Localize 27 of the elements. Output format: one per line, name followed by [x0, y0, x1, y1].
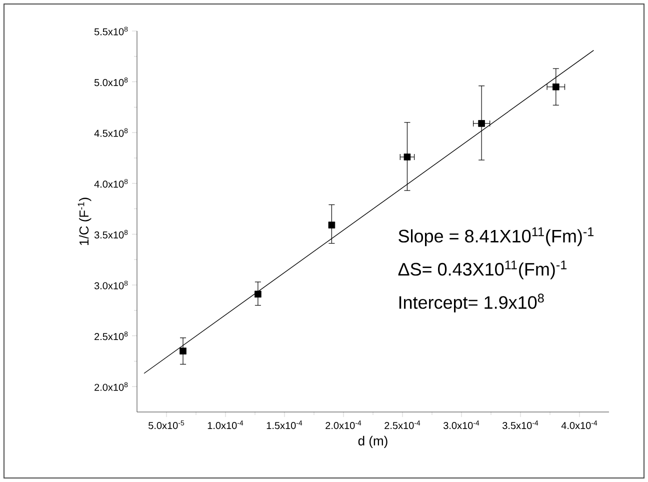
x-tick-label: 5.0x10$^{-5}$	[148, 420, 184, 430]
x-tick-label: 3.5x10$^{-4}$	[502, 420, 538, 430]
annotation: ΔS= 0.43X10$^{11}$(Fm)$^{-1}$	[398, 260, 567, 280]
y-tick-label: 4.0x10$^{8}$	[94, 179, 128, 188]
x-tick-label: 3.0x10$^{-4}$	[444, 420, 480, 430]
y-tick-label: 3.0x10$^{8}$	[94, 280, 128, 290]
x-tick-label: 2.5x10$^{-4}$	[384, 420, 420, 430]
y-tick-label: 2.0x10$^{8}$	[94, 382, 128, 391]
x-tick-label: 1.5x10$^{-4}$	[266, 420, 302, 430]
point	[552, 83, 560, 90]
x-tick-label: 1.0x10$^{-4}$	[208, 420, 244, 430]
annotation: Intercept= 1.9x10$^{8}$	[399, 294, 544, 312]
point	[478, 120, 485, 127]
point	[254, 290, 262, 298]
y-tick-label: 5.5x10$^{8}$	[94, 26, 128, 36]
x-axis-title: d (m)	[358, 436, 388, 448]
point	[404, 154, 411, 160]
y-tick-label: 2.5x10$^{8}$	[94, 332, 128, 340]
x-tick-label: 2.0x10$^{-4}$	[326, 420, 362, 430]
point	[328, 222, 336, 228]
point	[180, 348, 186, 354]
y-tick-label: 4.5x10$^{8}$	[94, 128, 128, 137]
x-tick-label: 4.0x10$^{-4}$	[561, 420, 598, 430]
y-axis-title: 1/C (F$^{-1}$)	[78, 198, 92, 246]
annotation: Slope = 8.41X10$^{11}$(Fm)$^{-1}$	[398, 227, 594, 246]
y-tick-label: 5.0x10$^{8}$	[94, 78, 128, 86]
y-tick-label: 3.5x10$^{8}$	[94, 230, 128, 239]
